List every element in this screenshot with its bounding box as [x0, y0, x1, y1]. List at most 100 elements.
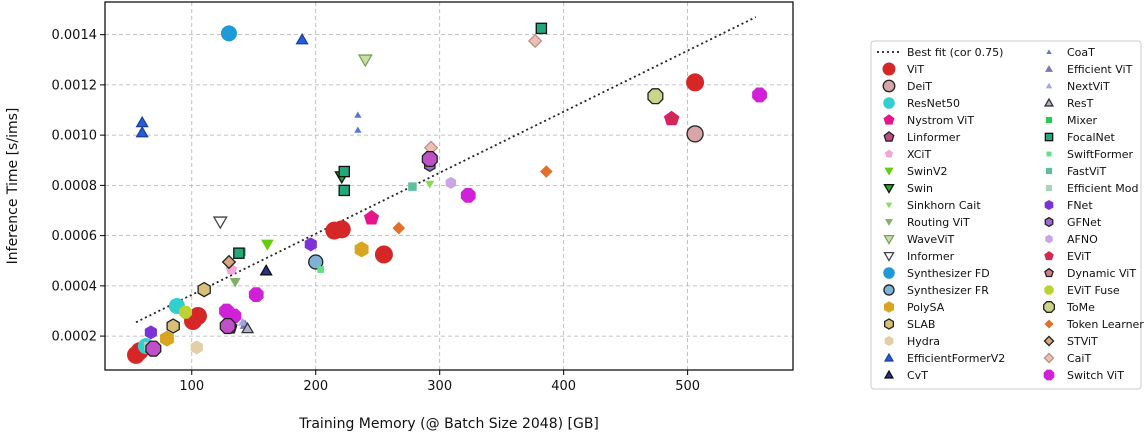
legend-label: ResT	[1067, 97, 1094, 110]
data-point	[248, 287, 264, 303]
legend-item: CaiT	[1043, 352, 1091, 365]
data-point	[295, 32, 309, 45]
legend-marker	[1043, 352, 1055, 364]
legend-item: Mixer	[1045, 114, 1097, 127]
legend-item: STViT	[1043, 335, 1098, 348]
legend-box	[870, 40, 1142, 390]
data-point	[308, 254, 324, 270]
data-point	[212, 216, 228, 230]
legend-label: SwinV2	[907, 165, 948, 178]
data-point	[238, 317, 248, 326]
legend-item: Efficient ViT	[1045, 63, 1133, 76]
y-tick-label: 0.0008	[52, 179, 98, 194]
legend-marker	[883, 234, 895, 245]
legend-marker	[883, 97, 895, 109]
legend-item: PolySA	[884, 301, 945, 314]
legend-label: FastViT	[1067, 165, 1106, 178]
legend-marker	[1043, 335, 1055, 347]
legend-item: Best fit (cor 0.75)	[877, 46, 1003, 59]
legend-marker	[1044, 199, 1054, 211]
legend-marker	[885, 219, 893, 226]
legend-label: STViT	[1067, 335, 1098, 348]
legend-marker	[1043, 97, 1055, 107]
legend-item: Nystrom ViT	[883, 114, 974, 127]
legend-label: ViT	[907, 63, 924, 76]
series-tome	[647, 88, 664, 105]
series-wavevit	[357, 54, 373, 68]
series-deit	[686, 125, 704, 143]
legend-item: ViT	[882, 62, 924, 76]
legend-label: Linformer	[907, 131, 961, 144]
series-synthesizer-fd	[220, 25, 237, 42]
plot-frame	[104, 1, 794, 371]
legend-item: EfficientFormerV2	[883, 352, 1005, 365]
legend-label: Routing ViT	[907, 216, 970, 229]
y-tick-label: 0.0002	[52, 330, 98, 345]
legend-item: AFNO	[1045, 233, 1098, 246]
series-cait	[423, 33, 543, 155]
legend-item: DeiT	[882, 79, 932, 93]
legend-label: Best fit (cor 0.75)	[907, 46, 1003, 59]
legend-label: ToMe	[1066, 301, 1095, 314]
legend-marker	[883, 369, 895, 379]
legend-label: CoaT	[1067, 46, 1095, 59]
y-axis-label: Inference Time [s/ims]	[5, 108, 21, 265]
data-point	[686, 73, 705, 92]
legend-marker	[1044, 319, 1054, 329]
legend-marker	[885, 202, 893, 209]
series-hi-vit	[145, 150, 438, 357]
legend-marker	[884, 167, 894, 176]
data-point	[540, 165, 553, 178]
series-synthesizer-fr	[308, 254, 324, 270]
x-tick-label: 500	[675, 379, 700, 394]
series-rest	[240, 321, 255, 334]
legend-marker	[884, 335, 894, 347]
series-hydra	[190, 340, 203, 355]
series-swiftformer	[317, 266, 325, 273]
data-point	[229, 278, 241, 288]
legend-marker	[883, 183, 895, 194]
data-point	[332, 220, 351, 239]
data-point	[354, 126, 362, 133]
legend-marker	[1046, 49, 1052, 54]
data-point	[317, 266, 325, 273]
legend-marker	[1044, 267, 1054, 278]
data-point	[460, 188, 476, 203]
series-evit-fuse	[179, 305, 193, 319]
legend-label: Hydra	[907, 335, 940, 348]
data-point	[357, 54, 373, 68]
data-point	[240, 321, 255, 334]
data-point	[160, 330, 174, 347]
series-afno	[445, 176, 457, 189]
legend-label: XCiT	[907, 148, 931, 161]
data-point	[220, 25, 237, 42]
legend-marker	[883, 267, 895, 279]
best-fit-line	[135, 16, 757, 324]
data-point	[135, 125, 149, 138]
legend-marker	[1044, 132, 1054, 142]
data-point	[425, 180, 435, 189]
legend-marker	[1045, 65, 1053, 72]
legend-label: Swin	[907, 182, 933, 195]
data-point	[421, 150, 438, 168]
data-point	[304, 237, 317, 252]
legend-marker	[884, 301, 894, 313]
legend-item: Informer	[883, 250, 955, 263]
legend-item: ResNet50	[883, 97, 960, 110]
legend-item: Hydra	[884, 335, 940, 348]
legend-item: WaveViT	[883, 233, 955, 246]
legend-item: EViT	[1044, 250, 1091, 263]
legend-label: EViT	[1067, 250, 1091, 263]
data-point	[363, 210, 380, 225]
legend-label: GFNet	[1067, 216, 1102, 229]
legend-item: NextViT	[1045, 80, 1110, 93]
legend-label: SwiftFormer	[1067, 148, 1134, 161]
legend-marker	[882, 79, 896, 93]
legend-marker	[1043, 301, 1055, 313]
legend-item: Swin	[883, 182, 933, 195]
legend-item: Token Learner	[1044, 318, 1144, 331]
x-axis-label: Training Memory (@ Batch Size 2048) [GB]	[298, 416, 599, 432]
y-tick-label: 0.0010	[52, 129, 98, 144]
legend-item: Synthesizer FR	[883, 284, 989, 297]
legend-marker	[883, 114, 895, 125]
